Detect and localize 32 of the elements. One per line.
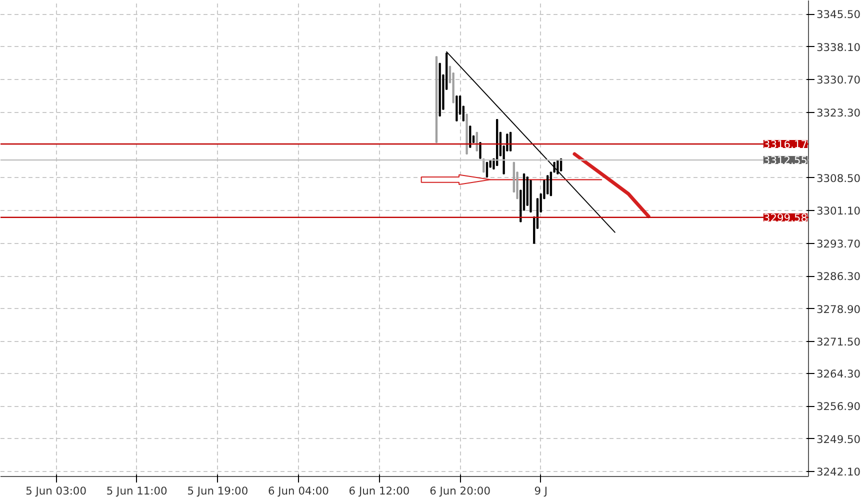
y-tick-label: 3338.10 (816, 40, 861, 54)
y-tick-label: 3264.30 (816, 367, 861, 380)
y-tick-label: 3345.50 (816, 8, 861, 22)
y-tick-label: 3249.50 (816, 432, 861, 446)
ref-line-label: 3316.17 (763, 138, 808, 151)
y-tick-label: 3308.50 (816, 172, 861, 185)
x-tick-label: 6 Jun 12:00 (348, 484, 410, 498)
candlestick (469, 126, 472, 148)
line-series (572, 152, 650, 218)
candlestick (482, 158, 485, 173)
x-tick-label: 5 Jun 03:00 (26, 484, 87, 498)
candlestick (556, 160, 559, 174)
y-tick-label: 3330.70 (816, 74, 861, 87)
y-tick-label: 3323.30 (816, 106, 861, 120)
y-tick-label: 3256.90 (816, 400, 861, 414)
ref-line-label: 3312.55 (763, 154, 808, 167)
y-tick-label: 3242.10 (816, 466, 861, 479)
y-tick-label: 3293.70 (816, 237, 861, 250)
x-tick-label: 6 Jun 20:00 (430, 484, 491, 498)
x-tick-label: 6 Jun 04:00 (268, 484, 330, 498)
candlestick (476, 132, 478, 152)
y-tick-label: 3301.10 (816, 204, 861, 218)
y-tick-label: 3278.90 (816, 302, 861, 316)
candlestick (486, 162, 488, 178)
y-tick-label: 3271.50 (816, 336, 861, 349)
y-tick-label: 3286.30 (816, 270, 861, 284)
x-tick-label: 9 J (534, 484, 548, 498)
x-tick-label: 5 Jun 19:00 (187, 484, 248, 498)
x-tick-label: 5 Jun 11:00 (106, 484, 168, 498)
ref-line-label: 3299.58 (763, 211, 808, 224)
candlestick (479, 142, 482, 159)
candlestick (509, 132, 512, 152)
